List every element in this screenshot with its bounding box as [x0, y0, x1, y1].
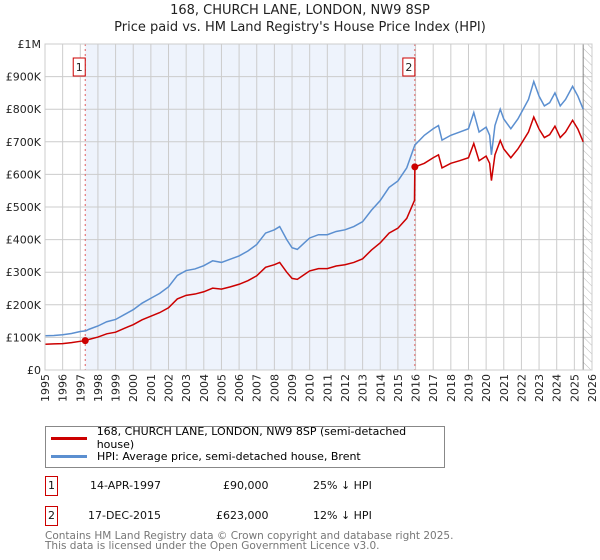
legend-item-hpi: HPI: Average price, semi-detached house,… — [51, 447, 361, 465]
sale-marker-box — [402, 57, 416, 77]
legend: 168, CHURCH LANE, LONDON, NW9 8SP (semi-… — [45, 425, 445, 468]
sale-price: £623,000 — [216, 509, 269, 522]
y-tick-label: £900K — [6, 71, 42, 84]
chart-subtitle: Price paid vs. HM Land Registry's House … — [114, 20, 486, 35]
x-tick-label: 1999 — [110, 374, 123, 402]
property-price-line — [44, 114, 584, 345]
y-tick-label: £300K — [6, 266, 42, 279]
x-tick-label: 2002 — [163, 374, 176, 402]
y-tick-label: £400K — [6, 234, 42, 247]
x-tick-label: 2000 — [127, 374, 140, 402]
legend-label: 168, CHURCH LANE, LONDON, NW9 8SP (semi-… — [96, 425, 407, 451]
x-tick-label: 2013 — [357, 374, 370, 402]
sale-point — [81, 337, 89, 345]
x-tick-label: 2005 — [215, 374, 228, 402]
x-tick-label: 1995 — [39, 374, 52, 402]
sale-marker-label: 2 — [45, 506, 58, 526]
y-tick-label: £1M — [18, 38, 42, 51]
y-tick-label: £200K — [6, 299, 42, 312]
sale-row-2: 2 17-DEC-2015 £623,000 12% ↓ HPI — [45, 506, 445, 528]
x-tick-label: 2001 — [145, 374, 158, 402]
x-tick-label: 2024 — [551, 374, 564, 402]
legend-label: HPI: Average price, semi-detached house,… — [97, 449, 361, 463]
plot-border — [44, 43, 593, 371]
sale-marker-label: 1 — [45, 476, 58, 496]
sale-date: 17-DEC-2015 — [88, 509, 162, 522]
x-tick-label: 2023 — [533, 374, 546, 402]
x-tick-label: 2019 — [462, 374, 475, 402]
x-tick-label: 2026 — [586, 374, 599, 402]
footer-line-2: This data is licensed under the Open Gov… — [45, 540, 380, 552]
y-tick-label: £100K — [6, 331, 42, 344]
x-tick-label: 2010 — [304, 374, 317, 402]
x-tick-label: 2022 — [515, 374, 528, 402]
x-tick-label: 2003 — [180, 374, 193, 402]
sale-marker-number: 1 — [76, 61, 83, 74]
legend-swatch-red — [51, 436, 87, 440]
x-tick-label: 2020 — [480, 374, 493, 402]
y-tick-label: £700K — [6, 136, 42, 149]
sale-hpi-diff: 25% ↓ HPI — [313, 479, 372, 492]
y-tick-label: £800K — [6, 103, 42, 116]
sale-point — [411, 163, 419, 171]
x-tick-label: 1997 — [74, 374, 87, 402]
price-chart: £0 £100K £200K £300K £400K £500K £600K £700K £80… — [6, 38, 599, 402]
x-tick-label: 2004 — [198, 374, 211, 402]
sale-price: £90,000 — [223, 479, 269, 492]
x-tick-label: 2012 — [339, 374, 352, 402]
footer-line-1: Contains HM Land Registry data © Crown c… — [45, 530, 454, 542]
sale-row-1: 1 14-APR-1997 £90,000 25% ↓ HPI — [45, 476, 445, 498]
x-tick-label: 2007 — [251, 374, 264, 402]
x-tick-label: 2016 — [410, 374, 423, 402]
x-tick-label: 2009 — [286, 374, 299, 402]
legend-swatch-blue — [51, 454, 87, 458]
x-tick-label: 2006 — [233, 374, 246, 402]
y-tick-label: £0 — [27, 364, 41, 377]
legend-item-property: 168, CHURCH LANE, LONDON, NW9 8SP (semi-… — [51, 425, 444, 451]
x-tick-label: 2025 — [568, 374, 581, 402]
y-tick-label: £600K — [6, 168, 42, 181]
x-tick-label: 2011 — [321, 374, 334, 402]
x-tick-label: 2014 — [374, 374, 387, 402]
x-tick-label: 2021 — [498, 374, 511, 402]
x-tick-label: 1996 — [57, 374, 70, 402]
y-tick-label: £500K — [6, 201, 42, 214]
chart-title: 168, CHURCH LANE, LONDON, NW9 8SP — [170, 3, 430, 18]
hpi-line — [44, 79, 584, 337]
x-tick-label: 1998 — [92, 374, 105, 402]
x-tick-label: 2008 — [268, 374, 281, 402]
sale-marker-box — [72, 57, 86, 77]
x-tick-label: 2017 — [427, 374, 440, 402]
footer: Contains HM Land Registry data © Crown c… — [45, 530, 454, 552]
x-tick-label: 2015 — [392, 374, 405, 402]
sale-hpi-diff: 12% ↓ HPI — [313, 509, 372, 522]
x-tick-label: 2018 — [445, 374, 458, 402]
sale-marker-number: 2 — [405, 61, 412, 74]
sale-date: 14-APR-1997 — [90, 479, 162, 492]
